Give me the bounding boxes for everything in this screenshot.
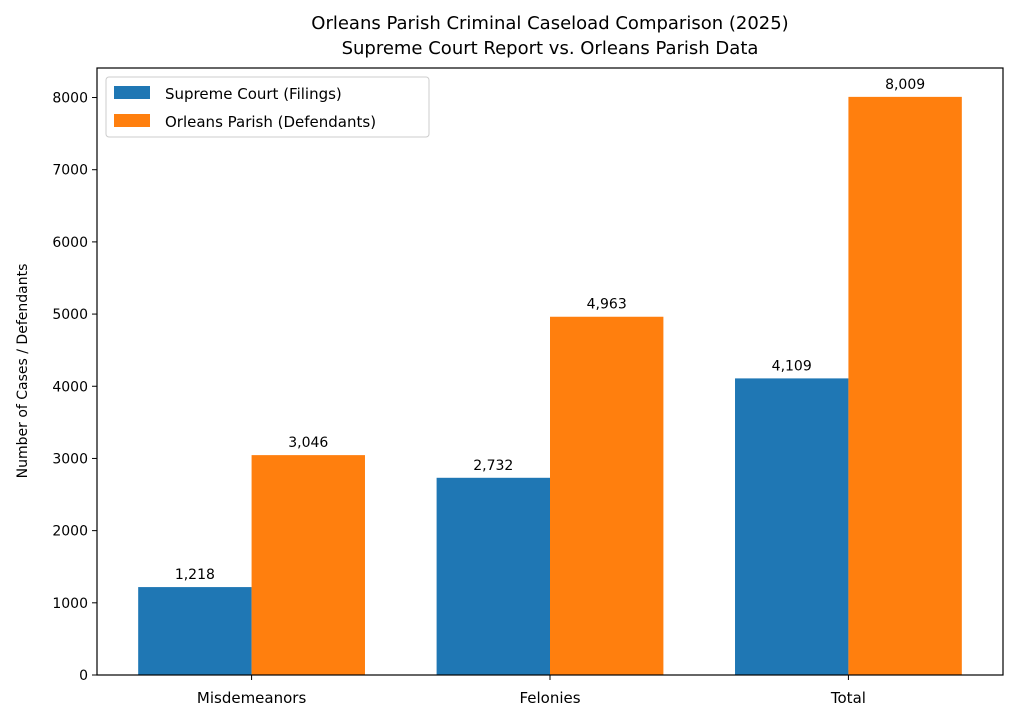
y-tick-label: 6000 bbox=[52, 235, 88, 251]
legend-label-supreme-court: Supreme Court (Filings) bbox=[165, 85, 342, 103]
bar-1-total bbox=[848, 96, 962, 675]
legend-label-orleans-parish: Orleans Parish (Defendants) bbox=[165, 113, 376, 131]
y-tick-label: 7000 bbox=[52, 163, 88, 179]
bar-value-label: 3,046 bbox=[288, 435, 328, 451]
bar-1-felonies bbox=[550, 316, 664, 675]
bar-0-misdemeanors bbox=[138, 587, 252, 675]
bar-value-label: 2,732 bbox=[473, 458, 513, 474]
bar-value-label: 8,009 bbox=[885, 77, 925, 93]
chart-title-line-1: Orleans Parish Criminal Caseload Compari… bbox=[311, 13, 788, 34]
y-tick-label: 1000 bbox=[52, 596, 88, 612]
bar-0-total bbox=[735, 378, 849, 675]
x-tick-label: Felonies bbox=[519, 689, 580, 707]
y-tick-label: 8000 bbox=[52, 91, 88, 107]
bar-value-label: 4,963 bbox=[587, 297, 627, 313]
y-tick-label: 4000 bbox=[52, 379, 88, 395]
legend-swatch-supreme-court bbox=[114, 86, 150, 99]
chart-title-line-2: Supreme Court Report vs. Orleans Parish … bbox=[342, 38, 759, 59]
y-tick-label: 3000 bbox=[52, 451, 88, 467]
y-tick-label: 0 bbox=[79, 668, 88, 684]
bar-value-label: 1,218 bbox=[175, 567, 215, 583]
x-tick-label: Misdemeanors bbox=[197, 689, 307, 707]
bar-0-felonies bbox=[436, 477, 550, 675]
bar-1-misdemeanors bbox=[251, 455, 365, 675]
plot-frame bbox=[96, 67, 1004, 676]
bar-value-label: 4,109 bbox=[772, 358, 812, 374]
legend-swatch-orleans-parish bbox=[114, 114, 150, 127]
y-axis-label: Number of Cases / Defendants bbox=[15, 264, 31, 479]
y-tick-label: 5000 bbox=[52, 307, 88, 323]
x-tick-label: Total bbox=[830, 689, 866, 707]
legend-frame bbox=[105, 76, 430, 138]
legend: Supreme Court (Filings) Orleans Parish (… bbox=[105, 76, 430, 138]
y-tick-label: 2000 bbox=[52, 524, 88, 540]
